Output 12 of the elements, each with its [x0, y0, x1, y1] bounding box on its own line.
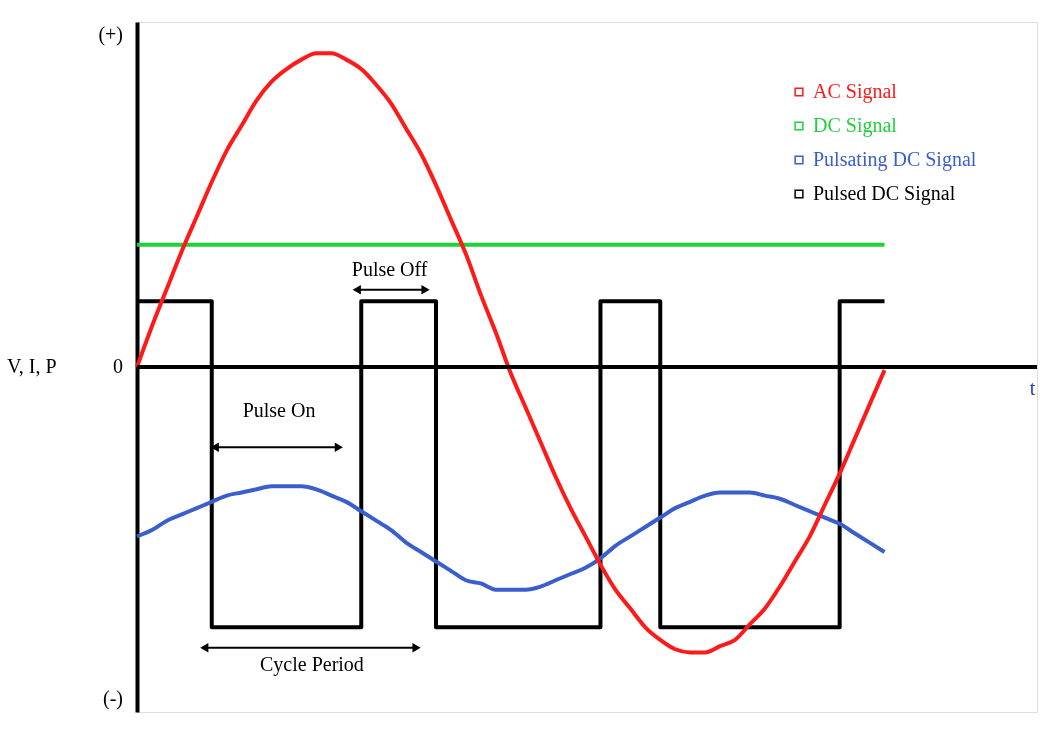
text: (-): [103, 687, 123, 711]
text: Cycle Period: [259, 652, 364, 676]
legend-label: Pulsating DC Signal: [813, 148, 977, 171]
text: 0: [113, 355, 123, 377]
legend-label: AC Signal: [813, 80, 898, 103]
annotation: Pulse On: [242, 398, 316, 421]
text: t: [1029, 376, 1036, 399]
legend-label: Pulsed DC Signal: [813, 182, 956, 205]
legend-label: DC Signal: [813, 114, 898, 137]
text: (+): [98, 22, 123, 46]
annotation: Pulse Off: [351, 257, 428, 280]
y-axis-title: V, I, P: [7, 355, 57, 377]
